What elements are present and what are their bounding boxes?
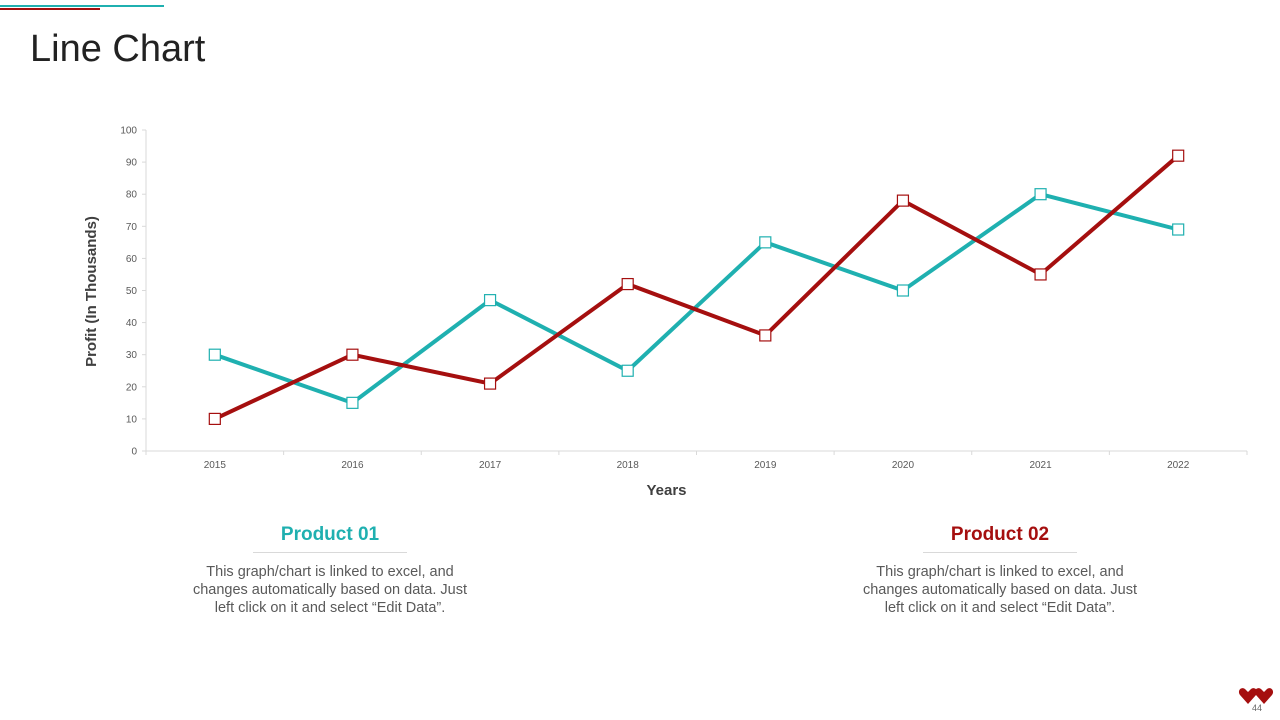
y-tick-label: 40 <box>126 318 138 329</box>
x-axis-title: Years <box>646 482 686 499</box>
y-tick-label: 80 <box>126 190 138 201</box>
data-point-product-02: Product 02 2015: 10 <box>208 412 221 425</box>
accent-line-teal <box>0 5 164 7</box>
product-01-heading: Product 01 <box>253 524 407 553</box>
y-tick-label: 70 <box>126 222 138 233</box>
data-point-product-01: Product 01 2017: 47 <box>483 294 497 307</box>
product-02-heading: Product 02 <box>923 524 1077 553</box>
x-tick-label: 2016 <box>341 460 364 471</box>
data-point-product-01: Product 01 2018: 25 <box>621 364 634 377</box>
data-point-product-01: Product 01 2016: 15 <box>346 396 359 409</box>
y-tick-label: 60 <box>126 254 138 265</box>
data-point-product-01: Product 01 2020: 50 <box>896 284 910 297</box>
x-tick-label: 2017 <box>479 460 502 471</box>
data-point-product-02: Product 02 2017: 21 <box>483 377 497 390</box>
page-number: 44 <box>1251 703 1262 713</box>
x-tick-label: 2020 <box>892 460 915 471</box>
slide-title: Line Chart <box>30 28 206 70</box>
data-point-product-02: Product 02 2020: 78 <box>896 194 910 207</box>
data-point-product-02: Product 02 2016: 30 <box>346 348 359 361</box>
heart-logo-icon <box>1238 688 1274 704</box>
y-tick-label: 90 <box>126 158 138 169</box>
y-tick-label: 0 <box>131 447 137 458</box>
product-01-block: Product 01 This graph/chart is linked to… <box>170 524 490 617</box>
line-chart[interactable]: 0 10 20 30 40 50 60 70 80 90 100 2015 2016 2017 2018 20… <box>0 0 1280 520</box>
data-point-product-01: Product 01 2022: 69 <box>1172 223 1185 236</box>
accent-line-red <box>0 8 100 10</box>
product-02-block: Product 02 This graph/chart is linked to… <box>840 524 1160 617</box>
data-point-product-02: Product 02 2022: 92 <box>1172 149 1185 162</box>
y-tick-label: 30 <box>126 350 138 361</box>
y-tick-label: 20 <box>126 382 138 393</box>
y-tick-label: 10 <box>126 414 138 425</box>
x-tick-label: 2015 <box>204 460 227 471</box>
x-tick-label: 2021 <box>1029 460 1052 471</box>
data-point-product-01: Product 01 2019: 65 <box>759 236 772 249</box>
x-tick-label: 2018 <box>617 460 640 471</box>
y-tick-label: 50 <box>126 286 138 297</box>
data-point-product-01: Product 01 2015: 30 <box>208 348 221 361</box>
product-02-description: This graph/chart is linked to excel, and… <box>862 564 1138 616</box>
data-point-product-02: Product 02 2018: 52 <box>621 277 634 291</box>
x-tick-label: 2019 <box>754 460 777 471</box>
series-line-product-01 <box>214 192 1179 405</box>
product-01-description: This graph/chart is linked to excel, and… <box>192 564 468 616</box>
data-point-product-02: Product 02 2019: 36 <box>759 329 772 342</box>
y-axis-title: Profit (In Thousands) <box>83 216 100 367</box>
y-tick-label: 100 <box>120 126 137 137</box>
data-point-product-02: Product 02 2021: 55 <box>1034 268 1047 281</box>
x-tick-label: 2022 <box>1167 460 1190 471</box>
series-line-product-02 <box>213 154 1180 421</box>
data-point-product-01: Product 01 2021: 80 <box>1034 188 1047 201</box>
